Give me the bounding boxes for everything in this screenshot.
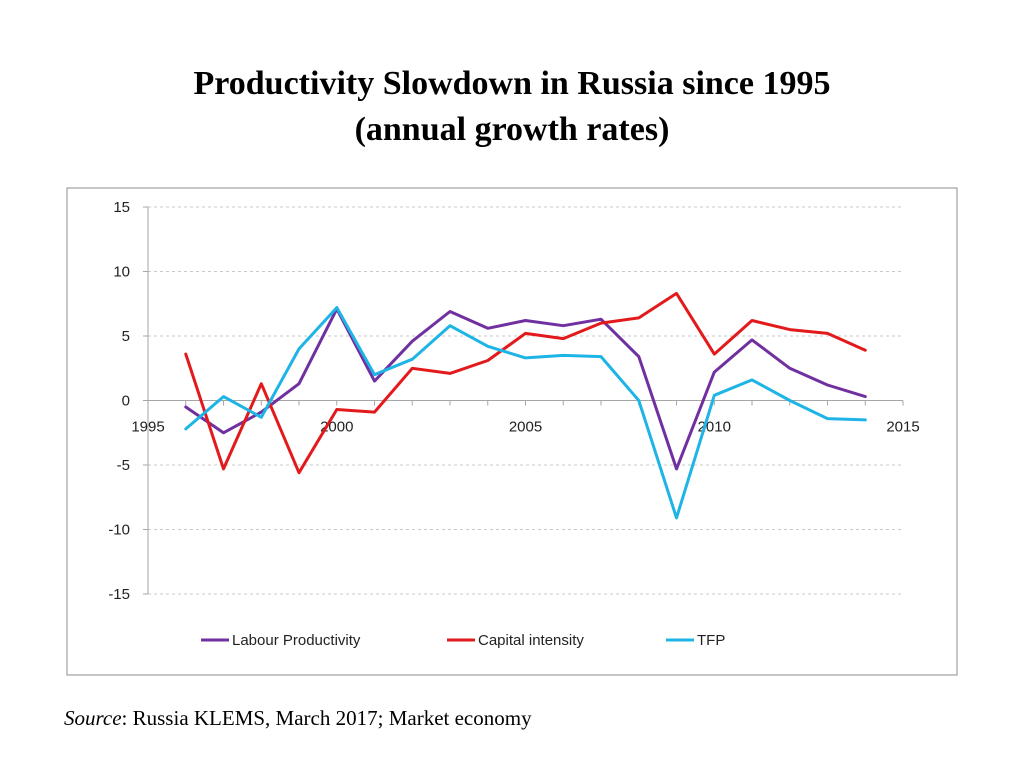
series-line-tfp <box>184 306 867 520</box>
y-tick-label: -15 <box>108 586 130 603</box>
series-line-labour-productivity <box>184 307 867 471</box>
legend-label: TFP <box>697 632 725 649</box>
source-note: Source: Russia KLEMS, March 2017; Market… <box>64 706 532 731</box>
x-tick-label: 2015 <box>886 419 919 436</box>
legend: Labour Productivity Capital intensity TFP <box>201 632 725 649</box>
y-tick-label: -10 <box>108 522 130 539</box>
y-tick-label: 0 <box>122 393 130 410</box>
slide-title-line1: Productivity Slowdown in Russia since 19… <box>193 65 831 102</box>
y-tick-label: 15 <box>113 199 130 216</box>
y-tick-label: 5 <box>122 328 130 345</box>
y-tick-label: 10 <box>113 264 130 281</box>
source-label: Source <box>64 706 122 730</box>
series-layer <box>184 291 867 520</box>
y-tick-label: -5 <box>117 457 130 474</box>
x-tick-label: 1995 <box>131 419 164 436</box>
x-tick-label: 2005 <box>509 419 542 436</box>
slide-title-line2: (annual growth rates) <box>354 111 670 148</box>
legend-label: Labour Productivity <box>232 632 361 649</box>
series-line-capital-intensity <box>184 291 867 475</box>
source-text: : Russia KLEMS, March 2017; Market econo… <box>121 706 532 730</box>
legend-label: Capital intensity <box>478 632 584 649</box>
